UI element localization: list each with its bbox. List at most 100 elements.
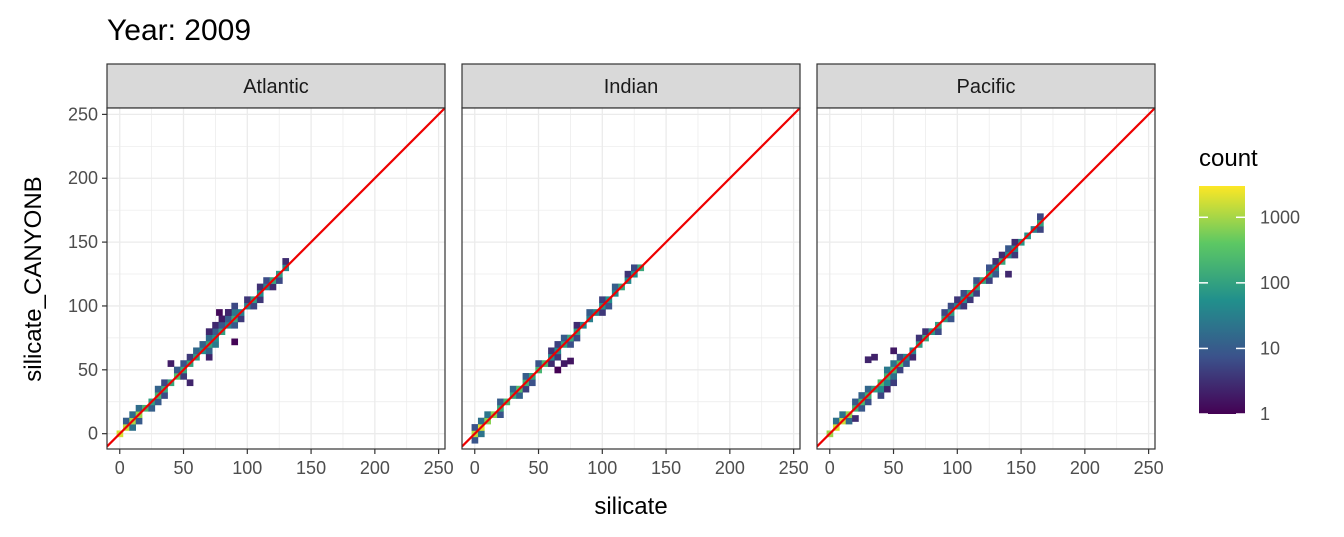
- y-axis-title: silicate_CANYONB: [20, 176, 47, 381]
- bin-cell: [477, 417, 485, 425]
- identity-line: [817, 108, 1155, 448]
- bin-cell: [535, 360, 543, 367]
- bin-cell: [890, 360, 898, 367]
- bin-cell: [1011, 238, 1019, 246]
- x-tick-label: 200: [1070, 458, 1100, 478]
- facet-strip: [461, 63, 801, 109]
- bin-cell: [864, 398, 872, 406]
- bin-cell: [560, 360, 568, 367]
- bin-cell: [516, 392, 523, 399]
- bin-cell: [903, 360, 910, 367]
- bin-cell: [986, 264, 993, 272]
- facet-panel-indian: Indian 0 50 100 150 200 250: [461, 63, 809, 478]
- bin-cell: [877, 385, 885, 393]
- bin-cell: [471, 436, 479, 444]
- bin-cell: [231, 338, 239, 346]
- facet-strip-label: Atlantic: [243, 76, 309, 98]
- bin-cell: [231, 302, 239, 310]
- bin-cell: [186, 353, 194, 361]
- bin-cell: [509, 385, 517, 393]
- bin-cell: [148, 404, 156, 412]
- bin-cell: [231, 309, 239, 316]
- legend-tick-label: 1000: [1260, 207, 1300, 227]
- bin-cell: [858, 392, 866, 399]
- bin-cell: [256, 283, 264, 291]
- bin-cell: [193, 347, 200, 355]
- bin-cell: [554, 341, 562, 348]
- y-tick-label: 100: [68, 296, 98, 316]
- y-tick-label: 0: [88, 424, 98, 444]
- facet-panel-pacific: Pacific 0 50 100 150 200 250: [816, 63, 1164, 478]
- facet-panel-atlantic: Atlantic 0 50 100 150 200 250: [106, 63, 454, 478]
- bin-cell: [180, 373, 188, 380]
- bin-cell: [256, 296, 264, 304]
- bin-cell: [852, 398, 859, 406]
- bin-cell: [269, 283, 277, 291]
- bin-cell: [599, 309, 606, 316]
- bin-cell: [567, 357, 574, 365]
- bin-cell: [960, 289, 968, 297]
- bin-cell: [205, 334, 213, 342]
- panel-border: [106, 107, 446, 450]
- bin-cell: [205, 347, 213, 355]
- bin-cell: [173, 366, 181, 374]
- bin-cell: [548, 347, 555, 355]
- bin-cell: [992, 258, 1000, 265]
- bin-cell: [216, 309, 223, 316]
- bin-cell: [522, 385, 530, 393]
- x-tick-label: 250: [424, 458, 454, 478]
- bin-cell: [631, 264, 638, 272]
- bin-cell: [167, 360, 175, 367]
- bin-cell: [973, 277, 980, 284]
- bin-cell: [966, 296, 974, 304]
- x-tick-label: 100: [587, 458, 617, 478]
- x-tick-label: 150: [296, 458, 326, 478]
- chart-title: Year: 2009: [107, 14, 251, 47]
- bin-cell: [497, 398, 504, 406]
- bin-cell: [852, 415, 859, 422]
- bin-cell: [941, 309, 949, 316]
- bin-cell: [992, 270, 1000, 278]
- bin-cell: [522, 373, 530, 380]
- x-tick-label: 100: [942, 458, 972, 478]
- bin-cell: [224, 315, 232, 323]
- bin-cell: [237, 315, 245, 323]
- x-tick-label: 0: [115, 458, 125, 478]
- bin-cell: [883, 379, 891, 387]
- x-tick-label: 0: [470, 458, 480, 478]
- bin-cell: [909, 353, 917, 361]
- bin-cell: [883, 366, 891, 374]
- bin-cell: [1005, 270, 1012, 278]
- bin-cell: [1037, 213, 1044, 221]
- bin-cell: [1011, 251, 1019, 259]
- x-tick-label: 200: [360, 458, 390, 478]
- panel-border: [816, 107, 1156, 450]
- bin-cell: [135, 417, 143, 425]
- x-tick-label: 0: [825, 458, 835, 478]
- x-tick-label: 250: [779, 458, 809, 478]
- bin-cell: [282, 258, 290, 265]
- bin-cell: [871, 353, 878, 361]
- bin-cell: [250, 302, 258, 310]
- bin-cell: [161, 379, 168, 387]
- bin-cell: [231, 321, 239, 329]
- x-tick-label: 150: [651, 458, 681, 478]
- bin-cell: [599, 296, 606, 304]
- bin-cell: [497, 411, 504, 419]
- bin-cell: [548, 360, 555, 367]
- bin-cell: [122, 417, 130, 425]
- bin-cell: [1037, 226, 1044, 233]
- bin-cell: [611, 283, 619, 291]
- bin-cell: [954, 296, 961, 304]
- bin-cell: [573, 334, 581, 342]
- y-tick-label: 200: [68, 168, 98, 188]
- bin-cell: [960, 302, 968, 310]
- bin-cell: [471, 424, 479, 431]
- bin-cell: [135, 404, 143, 412]
- bin-cell: [129, 411, 136, 419]
- x-tick-label: 50: [884, 458, 904, 478]
- bin-cell: [205, 328, 213, 335]
- bin-cell: [263, 277, 270, 284]
- bin-cell: [186, 379, 194, 387]
